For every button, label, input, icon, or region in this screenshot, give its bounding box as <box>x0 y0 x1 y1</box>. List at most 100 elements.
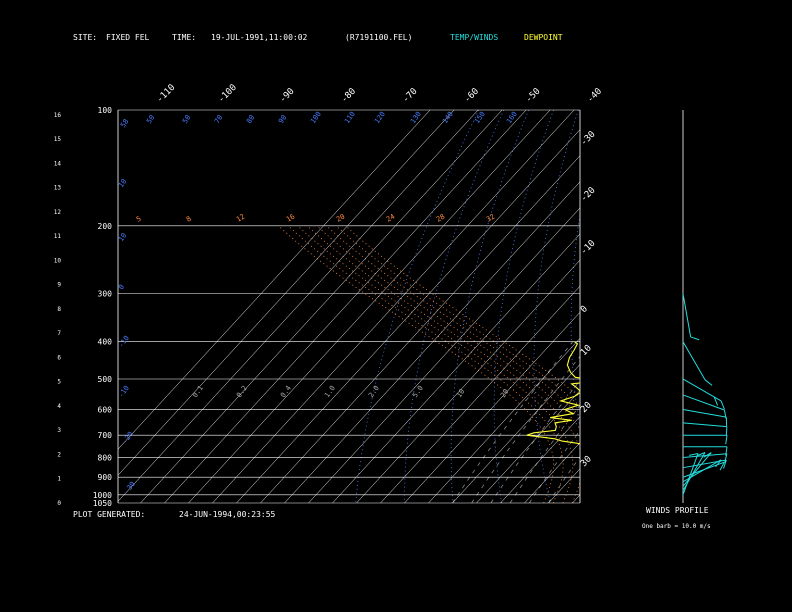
dry-adiabat-label: 100 <box>309 110 323 125</box>
moist-adiabat-label: 20 <box>335 213 346 224</box>
height-tick-label: 6 <box>57 354 61 361</box>
pressure-tick-label: 700 <box>98 431 113 440</box>
winds-profile <box>682 110 728 503</box>
site-value: FIXED FEL <box>106 33 150 42</box>
mixing-ratio-label: 5.0 <box>411 384 425 399</box>
height-tick-label: 2 <box>57 451 61 458</box>
mixing-ratio-label: 20 <box>499 388 510 400</box>
wind-barb-shaft <box>682 341 706 381</box>
dry-adiabat-label: 58 <box>119 118 130 130</box>
site-label: SITE: <box>73 33 98 42</box>
moist-adiabat-line <box>316 225 580 430</box>
height-tick-label: 1 <box>57 476 61 483</box>
isotherm-line <box>596 110 792 503</box>
isotherm-line <box>212 110 575 503</box>
isotherm-top-label: -90 <box>278 87 297 106</box>
dry-adiabat-line <box>355 110 480 503</box>
mixing-ratio-line <box>490 379 580 503</box>
dry-adiabat-label: 120 <box>373 110 387 125</box>
pressure-tick-label: 200 <box>98 222 113 231</box>
isotherm-right-label: -20 <box>579 186 598 205</box>
moist-adiabat-line <box>297 225 574 503</box>
legend-dewpoint: DEWPOINT <box>524 33 563 42</box>
dry-adiabat-label: -10 <box>117 384 131 399</box>
isotherm-line <box>118 110 479 502</box>
isotherm-line <box>524 442 580 503</box>
pressure-tick-label: 1050 <box>93 499 112 508</box>
isotherm-right-label: 30 <box>579 454 594 469</box>
moist-adiabat-line <box>287 225 564 503</box>
mixing-ratio-line <box>452 341 574 503</box>
isotherm-line <box>332 233 580 503</box>
isotherm-line <box>428 337 580 503</box>
isotherm-line <box>188 110 551 503</box>
isotherm-top-label: -100 <box>217 83 239 105</box>
wind-barb-flag <box>725 446 728 456</box>
wind-barb-flag <box>689 453 699 456</box>
isotherm-line <box>284 181 580 503</box>
wind-barb-shaft <box>682 459 727 469</box>
mixing-ratio-label: 0.2 <box>235 384 249 399</box>
wind-barb-flag <box>723 459 727 469</box>
dry-adiabat-label: 10 <box>117 232 128 244</box>
moist-adiabat-label: 16 <box>285 213 296 224</box>
wind-barb-shaft <box>682 408 727 418</box>
isotherm-right-label: 10 <box>579 343 594 358</box>
moist-adiabat-label: 12 <box>235 213 246 224</box>
wind-barb-shaft <box>682 293 692 338</box>
isotherm-line <box>572 494 580 503</box>
dry-adiabat-line <box>570 212 580 430</box>
height-tick-label: 3 <box>57 427 61 434</box>
generated-label: PLOT GENERATED: <box>73 510 146 519</box>
dry-adiabat-label: 160 <box>505 110 519 125</box>
isotherm-line <box>620 110 792 503</box>
dry-adiabat-line <box>726 110 792 503</box>
wind-barb-flag <box>720 400 725 410</box>
height-tick-label: 12 <box>54 209 62 216</box>
dry-adiabat-label: -20 <box>121 430 135 445</box>
height-tick-label: 14 <box>54 160 62 167</box>
dry-adiabat-line <box>450 110 529 503</box>
isotherm-top-label: -40 <box>586 87 605 106</box>
wind-barb-flag <box>713 396 719 406</box>
mixing-ratio-label: 10 <box>455 388 466 400</box>
dry-adiabat-label: 10 <box>117 178 128 190</box>
pressure-tick-label: 900 <box>98 473 113 482</box>
mixing-ratio-line <box>528 429 580 503</box>
isotherm-right-label: 0 <box>579 304 590 315</box>
isotherm-top-label: -50 <box>524 87 543 106</box>
wind-barb-flag <box>704 379 713 386</box>
moist-adiabat-line <box>335 225 580 408</box>
mixing-ratio-label: 2.0 <box>367 384 381 399</box>
dry-adiabat-label: 110 <box>343 110 357 125</box>
isotherm-line <box>118 110 455 476</box>
dry-adiabat-label: 80 <box>245 114 256 126</box>
dry-adiabat-label: 140 <box>441 110 455 125</box>
wind-barb-flag <box>690 336 700 341</box>
dry-adiabat-label: -10 <box>117 334 131 349</box>
isotherm-line <box>380 285 580 503</box>
height-tick-label: 5 <box>57 379 61 386</box>
isotherm-line <box>644 110 792 503</box>
isobars <box>117 109 581 504</box>
height-tick-label: 10 <box>54 257 62 264</box>
dry-adiabat-label: 150 <box>473 110 487 125</box>
legend-temp-winds: TEMP/WINDS <box>450 33 499 42</box>
isotherm-line <box>356 259 580 503</box>
axis-labels: 1002003004005006007008009001000105001234… <box>54 83 604 508</box>
wind-barb-flag <box>724 453 728 463</box>
height-tick-label: 0 <box>57 500 61 507</box>
wind-barb-flag <box>696 452 706 457</box>
isotherm-right-label: 20 <box>579 400 594 415</box>
dry-adiabat-label: 50 <box>145 114 156 126</box>
mixing-ratio-label: 0.4 <box>279 384 293 399</box>
time-value: 19-JUL-1991,11:00:02 <box>211 33 308 42</box>
height-tick-label: 9 <box>57 282 61 289</box>
isotherm-line <box>236 129 580 503</box>
isotherm-line <box>404 311 580 503</box>
moist-adiabat-line <box>307 225 580 503</box>
pressure-tick-label: 100 <box>98 106 113 115</box>
winds-barb-note: One barb = 10.0 m/s <box>642 523 711 530</box>
isotherm-top-label: -60 <box>463 87 482 106</box>
dry-adiabat-label: 0 <box>117 283 126 291</box>
